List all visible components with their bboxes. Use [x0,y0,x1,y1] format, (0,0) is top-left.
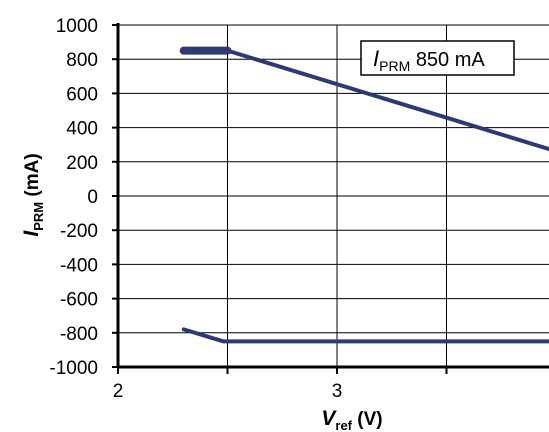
y-tick-label: -800 [60,324,98,345]
y-tick-label: 400 [66,119,98,140]
y-axis-title: IPRM (mA) [20,153,46,236]
y-tick-label: -200 [60,221,98,242]
y-tick-label: 1000 [56,16,98,37]
y-tick-label: 200 [66,153,98,174]
y-tick-label: 800 [66,50,98,71]
tick-labels: 1000 800 600 400 200 0 -200 -400 -600 -800 -1000 2 3… [49,16,343,402]
x-axis-subscript: ref [335,418,352,432]
y-tick-label: -600 [60,290,98,311]
y-tick-label: -1000 [49,358,98,379]
axes [112,23,549,374]
annotation-symbol: I [373,46,379,71]
y-axis-unit: (mA) [22,153,43,196]
series-line-2 [181,327,549,344]
x-axis-title: Vref (V) [321,407,382,432]
y-tick-label: 0 [87,187,98,208]
series-layer [179,46,549,344]
x-tick-label: 2 [113,381,124,402]
x-axis-unit: (V) [357,409,382,430]
annotation-value: 850 mA [416,49,486,71]
annotation-box: IPRM 850 mA [360,40,515,76]
y-axis-symbol: I [20,230,43,237]
svg-text:IPRM 850 mA: IPRM 850 mA [373,46,485,74]
y-tick-label: 600 [66,84,98,105]
x-axis-symbol: V [321,407,337,430]
annotation-subscript: PRM [379,58,410,74]
svg-text:IPRM (mA): IPRM (mA) [20,153,46,236]
y-axis-subscript: PRM [31,202,46,231]
grid [118,24,549,368]
y-tick-label: -400 [60,255,98,276]
x-tick-label: 3 [332,381,343,402]
